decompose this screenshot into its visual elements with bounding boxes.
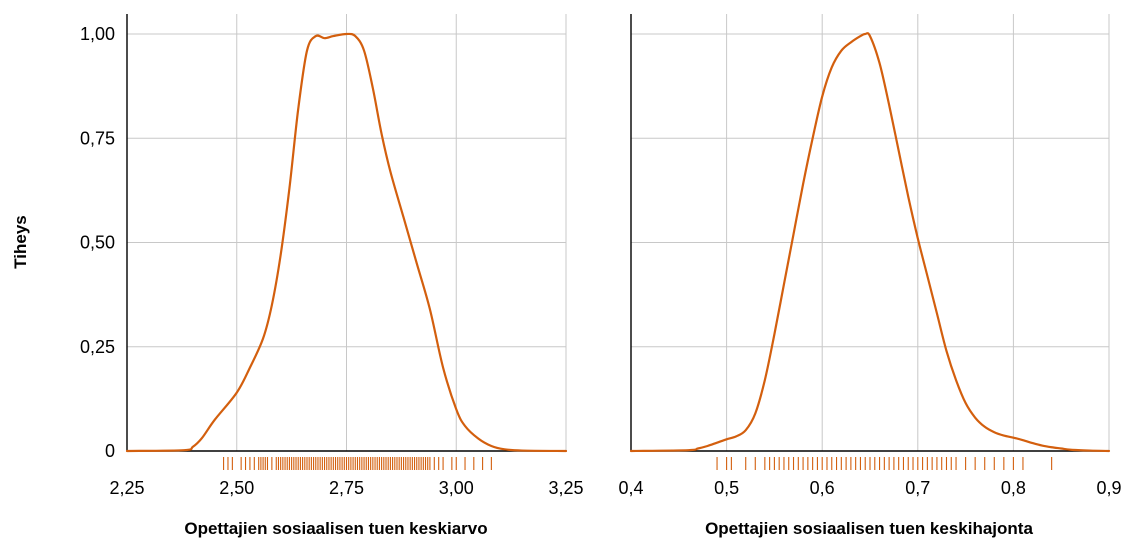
panel-mean: 0 0,25 0,50 0,75 1,00 2,25 2,50 2,75 3,00 3,25 (80, 14, 584, 498)
x-tick-label: 3,25 (548, 478, 583, 498)
x-tick-label: 0,7 (905, 478, 930, 498)
y-axis-title: Tiheys (11, 215, 30, 269)
x-axis-title-mean: Opettajien sosiaalisen tuen keskiarvo (184, 519, 487, 538)
panel-sd: 0,4 0,5 0,6 0,7 0,8 0,9 (618, 14, 1122, 498)
x-tick-label: 2,25 (109, 478, 144, 498)
x-tick-label: 2,50 (219, 478, 254, 498)
y-tick-label: 1,00 (80, 24, 115, 44)
x-tick-label: 0,6 (810, 478, 835, 498)
density-line-mean (125, 32, 568, 453)
y-tick-label: 0 (105, 441, 115, 461)
x-tick-label: 3,00 (439, 478, 474, 498)
x-tick-label: 2,75 (329, 478, 364, 498)
x-tick-label: 0,5 (714, 478, 739, 498)
y-tick-label: 0,75 (80, 128, 115, 148)
density-line-sd (629, 32, 1111, 453)
x-axis-title-sd: Opettajien sosiaalisen tuen keskihajonta (705, 519, 1033, 538)
x-tick-label: 0,9 (1096, 478, 1121, 498)
x-tick-label: 0,4 (618, 478, 643, 498)
y-tick-label: 0,25 (80, 337, 115, 357)
y-tick-label: 0,50 (80, 233, 115, 253)
x-tick-label: 0,8 (1001, 478, 1026, 498)
